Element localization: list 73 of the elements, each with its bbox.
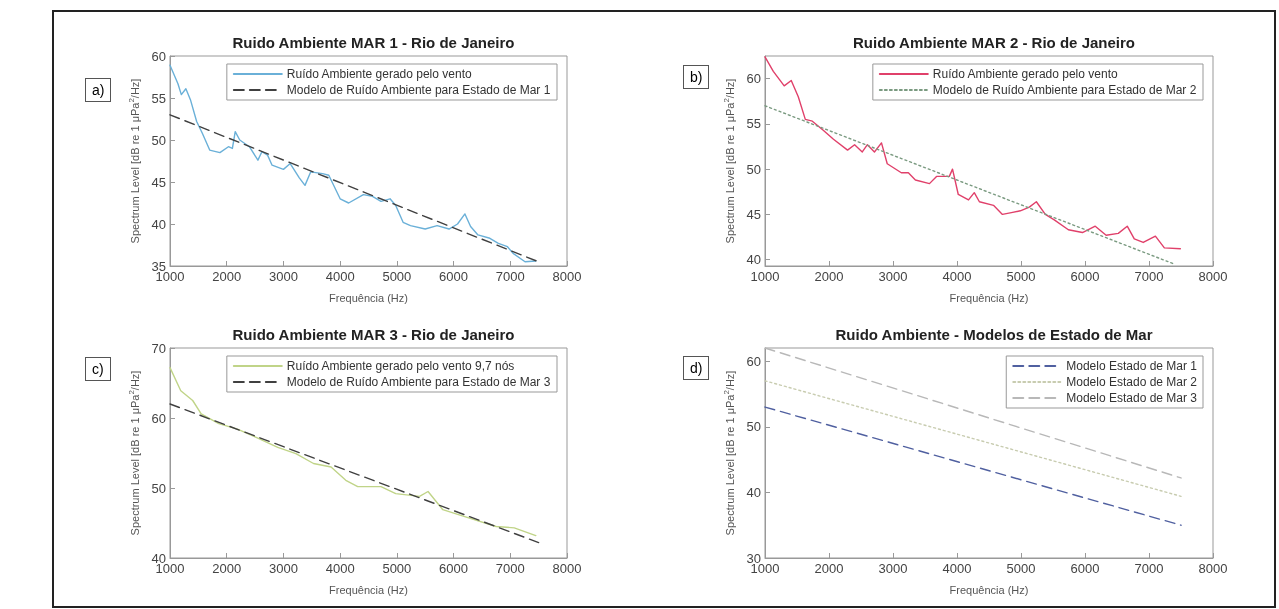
y-tick-label: 60 [151,48,166,64]
x-tick-label: 4000 [942,269,972,284]
x-tick-label: 2000 [814,561,844,576]
y-axis-title: Spectrum Level [dB re 1 μPa2/Hz] [721,78,737,244]
x-tick-label: 7000 [495,561,525,576]
y-tick-label: 45 [746,206,761,222]
x-tick-label: 6000 [439,269,469,284]
x-tick-label: 2000 [814,269,844,284]
legend-label: Modelo Estado de Mar 3 [1066,391,1198,405]
x-tick-label: 8000 [552,561,582,576]
x-tick-label: 4000 [325,561,355,576]
x-axis-title: Frequência (Hz) [329,583,408,596]
x-tick-label: 1000 [750,269,780,284]
x-axis-title: Frequência (Hz) [949,291,1029,304]
x-tick-label: 6000 [1070,561,1100,576]
legend-label: Modelo de Ruído Ambiente para Estado de Mar 2 [932,83,1197,97]
y-axis-title: Spectrum Level [dB re 1 μPa2/Hz] [126,78,142,244]
x-tick-label: 1000 [750,561,780,576]
legend-label: Ruído Ambiente gerado pelo vento [286,67,472,81]
x-tick-label: 5000 [1006,269,1036,284]
y-tick-label: 60 [746,353,761,369]
chart-title: Ruido Ambiente MAR 3 - Rio de Janeiro [232,326,515,343]
x-tick-label: 7000 [495,269,525,284]
x-tick-label: 5000 [382,561,412,576]
y-axis-title: Spectrum Level [dB re 1 μPa2/Hz] [126,370,142,536]
legend-label: Modelo de Ruído Ambiente para Estado de Mar 3 [286,375,551,389]
x-tick-label: 6000 [1070,269,1100,284]
y-tick-label: 60 [151,410,166,426]
x-tick-label: 8000 [1198,269,1228,284]
y-tick-label: 50 [746,161,761,177]
x-tick-label: 3000 [268,561,298,576]
y-tick-label: 55 [151,90,166,106]
chart-title: Ruido Ambiente MAR 1 - Rio de Janeiro [232,34,515,51]
y-tick-label: 40 [746,484,761,500]
x-tick-label: 4000 [325,269,355,284]
text: b) [683,65,710,89]
x-axis-title: Frequência (Hz) [949,583,1029,596]
x-tick-label: 1000 [155,269,185,284]
chart-title: Ruido Ambiente MAR 2 - Rio de Janeiro [853,34,1135,51]
legend-label: Modelo de Ruído Ambiente para Estado de Mar 1 [286,83,551,97]
x-axis-title: Frequência (Hz) [329,291,408,304]
x-tick-label: 7000 [1134,561,1164,576]
x-tick-label: 8000 [552,269,582,284]
y-tick-label: 55 [746,116,761,132]
text: a) [85,78,112,102]
x-tick-label: 6000 [439,561,469,576]
x-tick-label: 2000 [212,561,242,576]
y-tick-label: 50 [151,132,166,148]
x-tick-label: 3000 [268,269,298,284]
y-axis-title: Spectrum Level [dB re 1 μPa2/Hz] [721,370,737,536]
x-tick-label: 5000 [1006,561,1036,576]
x-tick-label: 8000 [1198,561,1228,576]
y-tick-label: 40 [746,252,761,268]
legend-label: Modelo Estado de Mar 1 [1066,359,1198,373]
legend-label: Ruído Ambiente gerado pelo vento [932,67,1118,81]
y-tick-label: 45 [151,174,166,190]
x-tick-label: 3000 [878,561,908,576]
y-tick-label: 50 [151,480,166,496]
x-tick-label: 5000 [382,269,412,284]
legend-label: Modelo Estado de Mar 2 [1066,375,1198,389]
x-tick-label: 7000 [1134,269,1164,284]
text: c) [85,357,111,381]
y-tick-label: 70 [151,340,166,356]
x-tick-label: 2000 [212,269,242,284]
legend-label: Ruído Ambiente gerado pelo vento 9,7 nós [286,359,515,373]
y-tick-label: 50 [746,419,761,435]
y-tick-label: 40 [151,216,166,232]
chart-title: Ruido Ambiente - Modelos de Estado de Mar [835,326,1153,343]
x-tick-label: 4000 [942,561,972,576]
x-tick-label: 1000 [155,561,185,576]
text: d) [683,356,710,380]
y-tick-label: 60 [746,71,761,87]
x-tick-label: 3000 [878,269,908,284]
